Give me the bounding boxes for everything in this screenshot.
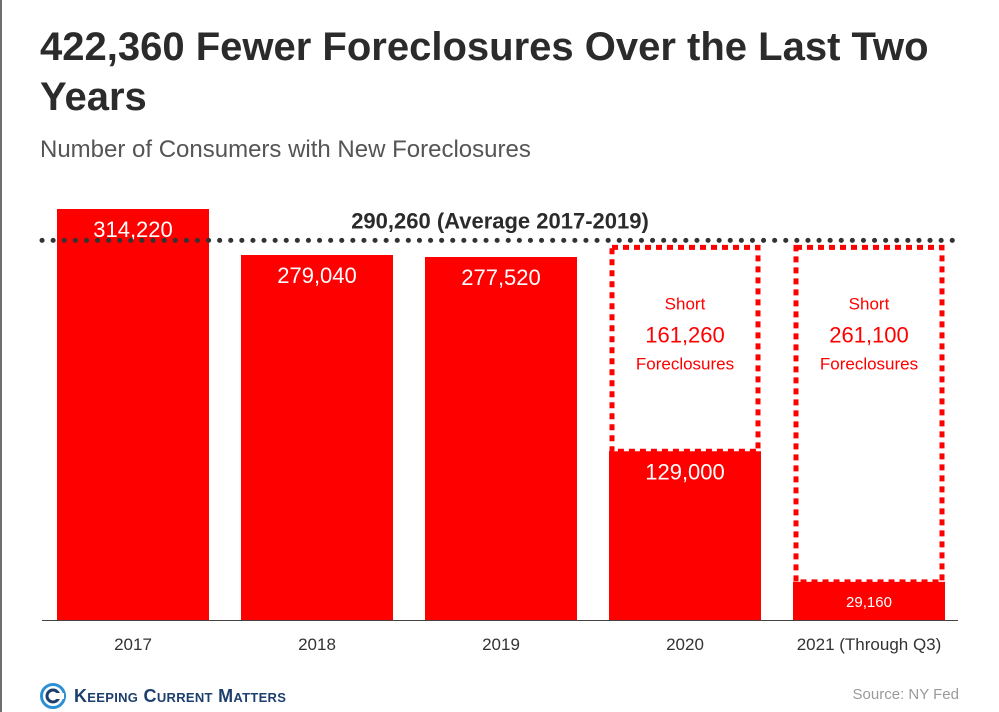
shortfall-box: [793, 244, 945, 585]
shortfall-value: 261,100: [829, 322, 909, 347]
x-tick-label: 2019: [482, 635, 520, 654]
bar-value-label: 129,000: [645, 459, 725, 484]
x-tick-label: 2020: [666, 635, 704, 654]
chart-title: 422,360 Fewer Foreclosures Over the Last…: [40, 25, 929, 119]
bar-2019: [425, 257, 577, 620]
x-tick-label: 2017: [114, 635, 152, 654]
x-tick-label: 2021 (Through Q3): [797, 635, 942, 654]
x-tick-label: 2018: [298, 635, 336, 654]
shortfall-value: 161,260: [645, 322, 725, 347]
bar-value-label: 29,160: [846, 594, 892, 611]
bar-2018: [241, 255, 393, 620]
shortfall-label-bottom: Foreclosures: [820, 354, 918, 373]
chart-subtitle: Number of Consumers with New Foreclosure…: [40, 136, 531, 163]
shortfall-box: [609, 244, 761, 454]
left-border: [0, 0, 2, 712]
brand-name: Keeping Current Matters: [74, 685, 287, 706]
bar-value-label: 314,220: [93, 217, 173, 242]
bar-2020: [609, 451, 761, 620]
bar-2021: [793, 581, 945, 620]
shortfall-label-top: Short: [849, 294, 890, 313]
shortfall-label-top: Short: [665, 294, 706, 313]
brand-logo: Keeping Current Matters: [40, 680, 286, 712]
bar-value-label: 279,040: [277, 263, 357, 288]
shortfall-label-bottom: Foreclosures: [636, 354, 734, 373]
source-note: Source: NY Fed: [852, 686, 959, 703]
bar-value-label: 277,520: [461, 265, 541, 290]
kcm-logo-icon: [40, 683, 66, 709]
bar-2017: [57, 209, 209, 620]
average-reference-label: 290,260 (Average 2017-2019): [351, 208, 649, 233]
